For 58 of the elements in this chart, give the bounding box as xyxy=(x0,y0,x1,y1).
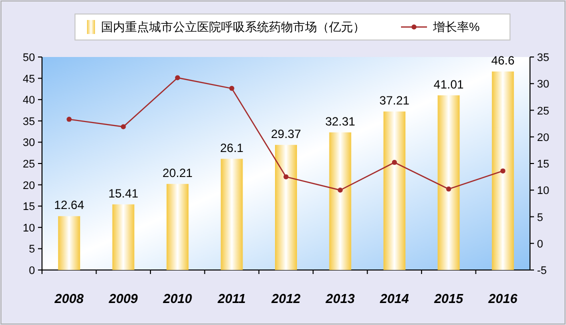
y2-tick-label: 5 xyxy=(537,212,544,224)
point xyxy=(66,116,72,122)
data-label: 12.64 xyxy=(54,198,84,212)
y-tick-label: 50 xyxy=(22,52,35,64)
point xyxy=(284,174,288,180)
y-tick-label: 45 xyxy=(22,73,35,86)
y-tick-label: 10 xyxy=(22,222,35,234)
bar xyxy=(383,111,406,270)
data-label: 41.01 xyxy=(434,77,464,92)
data-label: 32.31 xyxy=(325,114,356,128)
x-tick-label: 2009 xyxy=(108,291,139,306)
x-tick-label: 2013 xyxy=(324,291,356,306)
bar xyxy=(329,132,352,270)
bar xyxy=(220,158,243,270)
bar xyxy=(58,216,80,270)
point xyxy=(120,124,126,130)
bar xyxy=(275,144,297,270)
x-tick-label: 2011 xyxy=(216,291,246,306)
bar xyxy=(166,184,189,270)
y2-tick-label: 0 xyxy=(537,238,544,250)
y2-tick-label: -5 xyxy=(537,265,547,277)
bar xyxy=(438,95,460,270)
y-tick-label: 0 xyxy=(28,265,35,277)
y2-tick-label: 25 xyxy=(537,105,550,118)
y2-tick-label: 10 xyxy=(537,185,550,198)
bar xyxy=(112,204,134,270)
x-tick-label: 2010 xyxy=(162,291,193,306)
data-label: 15.41 xyxy=(108,186,139,200)
point xyxy=(500,168,506,174)
x-tick-label: 2014 xyxy=(378,291,410,306)
point xyxy=(446,186,452,192)
y-tick-label: 15 xyxy=(22,201,35,214)
legend-label: 增长率% xyxy=(432,20,480,34)
point xyxy=(338,188,343,193)
y-tick-label: 25 xyxy=(22,158,35,170)
data-label: 26.1 xyxy=(220,140,244,155)
x-tick-label: 2016 xyxy=(487,291,518,306)
y-tick-label: 40 xyxy=(22,94,35,107)
y2-tick-label: 35 xyxy=(537,52,550,64)
y2-tick-label: 15 xyxy=(537,158,550,170)
point xyxy=(175,75,180,80)
data-label: 46.6 xyxy=(491,53,515,68)
bar xyxy=(492,71,514,270)
x-tick-label: 2012 xyxy=(270,291,302,306)
data-label: 29.37 xyxy=(270,126,302,141)
point xyxy=(229,86,234,91)
data-label: 20.21 xyxy=(162,166,193,180)
y2-tick-label: 30 xyxy=(537,78,550,91)
data-label: 37.21 xyxy=(379,93,410,108)
y-tick-label: 35 xyxy=(22,116,35,128)
x-tick-label: 2008 xyxy=(54,291,84,306)
y-tick-label: 30 xyxy=(22,137,35,150)
point xyxy=(392,160,397,165)
y2-tick-label: 20 xyxy=(537,132,550,144)
x-tick-label: 2015 xyxy=(433,291,464,306)
y-tick-label: 5 xyxy=(28,244,35,256)
legend-label: 国内重点城市公立医院呼吸系统药物市场（亿元） xyxy=(101,20,365,34)
y-tick-label: 20 xyxy=(22,180,35,192)
